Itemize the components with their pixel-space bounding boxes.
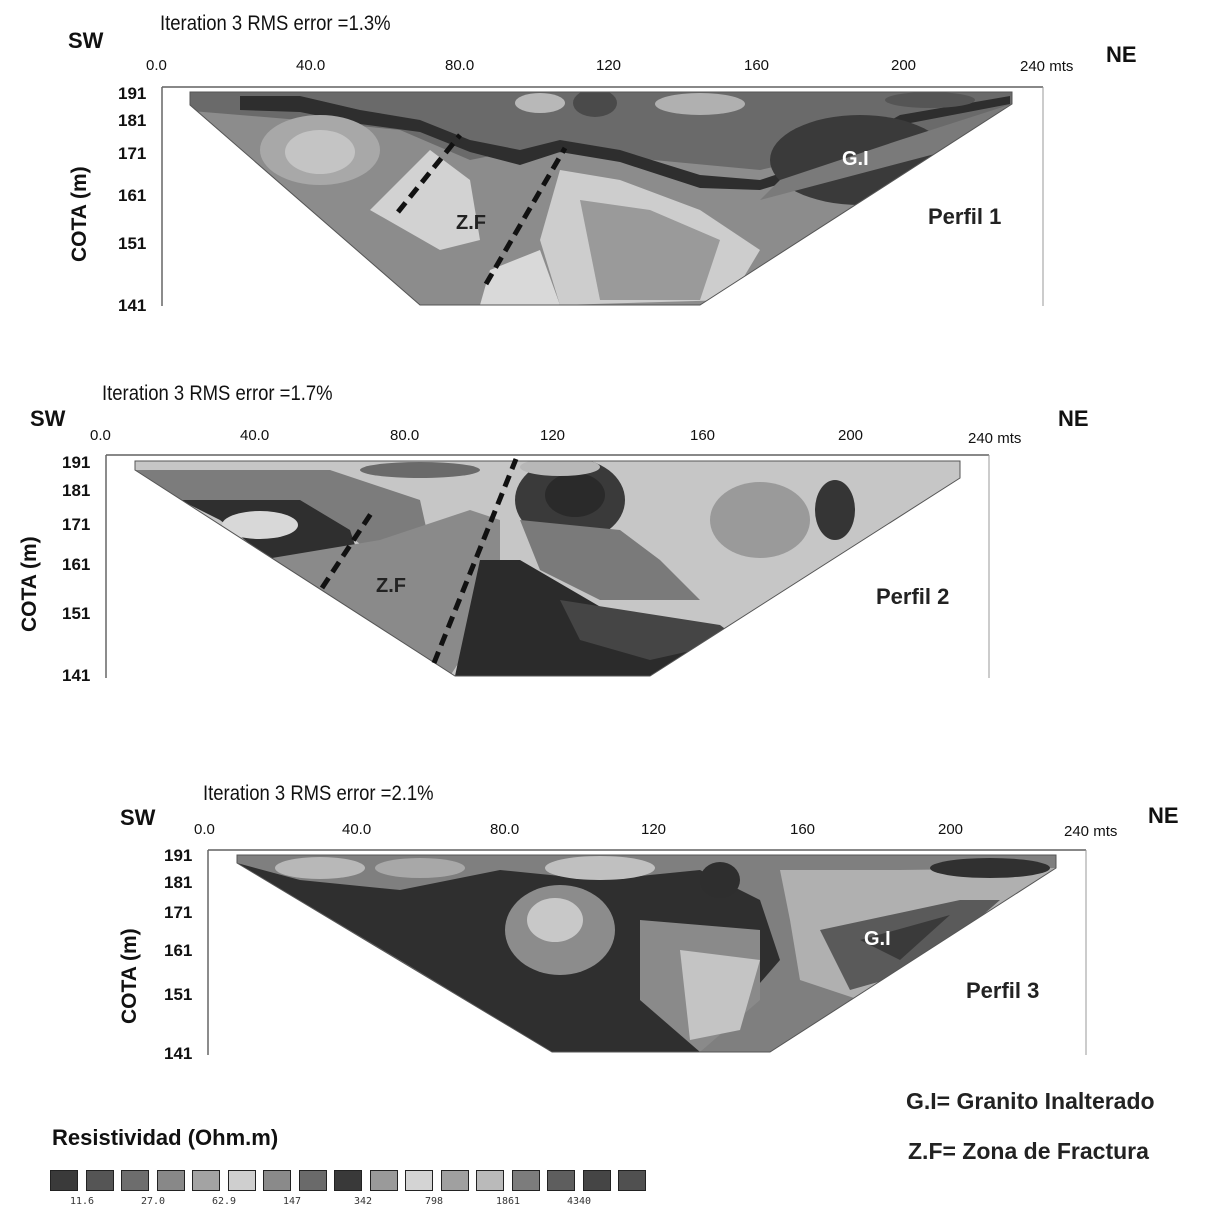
x-tick: 120 xyxy=(596,57,622,74)
legend-swatch xyxy=(369,1170,398,1191)
y-tick: 141 xyxy=(62,666,91,685)
x-tick: 160 xyxy=(790,821,816,838)
perfil-1-section xyxy=(190,92,1012,305)
legend-swatch xyxy=(156,1170,185,1191)
y-tick: 141 xyxy=(118,296,147,315)
iteration-label: Iteration 3 RMS error =1.7% xyxy=(102,382,333,405)
x-tick: 160 xyxy=(690,427,716,444)
x-tick: 80.0 xyxy=(445,57,475,74)
y-axis-label: COTA (m) xyxy=(18,536,41,632)
x-tick: 240 mts xyxy=(1064,823,1118,840)
profile-name: Perfil 3 xyxy=(966,978,1040,1003)
y-tick: 161 xyxy=(164,941,193,960)
y-tick: 181 xyxy=(118,111,147,130)
legend-swatch xyxy=(227,1170,256,1191)
sw-label: SW xyxy=(30,406,66,431)
y-tick: 181 xyxy=(62,481,91,500)
legend-swatch xyxy=(405,1170,433,1191)
x-tick: 80.0 xyxy=(390,427,420,444)
x-tick: 120 xyxy=(641,821,667,838)
ne-label: NE xyxy=(1058,406,1089,431)
sw-label: SW xyxy=(68,28,104,53)
legend-value: 11.6 xyxy=(70,1196,95,1207)
zone-zf-label: Z.F xyxy=(376,575,406,597)
zone-zf-label: Z.F xyxy=(456,212,486,234)
y-tick: 161 xyxy=(62,555,91,574)
x-tick: 40.0 xyxy=(296,57,326,74)
profile-name: Perfil 2 xyxy=(876,584,950,609)
x-tick: 120 xyxy=(540,427,566,444)
legend-value: 342 xyxy=(354,1196,373,1207)
x-tick: 0.0 xyxy=(90,427,111,444)
iteration-label: Iteration 3 RMS error =2.1% xyxy=(203,782,434,805)
y-axis-label: COTA (m) xyxy=(68,166,91,262)
x-tick: 40.0 xyxy=(342,821,372,838)
x-tick: 240 mts xyxy=(1020,58,1074,75)
legend-value: 4340 xyxy=(567,1196,592,1207)
legend-swatch xyxy=(476,1170,504,1191)
x-tick: 240 mts xyxy=(968,430,1022,447)
y-axis-label: COTA (m) xyxy=(118,928,141,1024)
fault-line xyxy=(319,510,375,590)
legend-swatch xyxy=(582,1170,611,1191)
legend-swatch xyxy=(298,1170,327,1191)
y-tick: 151 xyxy=(62,604,91,623)
perfil-3-section xyxy=(237,855,1056,1052)
x-tick: 200 xyxy=(891,57,917,74)
y-tick: 151 xyxy=(118,234,147,253)
legend-swatch xyxy=(85,1170,114,1191)
y-tick: 181 xyxy=(164,873,193,892)
legend-value: 798 xyxy=(425,1196,444,1207)
legend-title: Resistividad (Ohm.m) xyxy=(52,1125,279,1150)
note-fractura: Z.F= Zona de Fractura xyxy=(908,1138,1149,1164)
x-tick: 0.0 xyxy=(146,57,167,74)
x-tick: 80.0 xyxy=(490,821,520,838)
y-tick: 191 xyxy=(118,84,147,103)
legend-swatch xyxy=(511,1170,540,1191)
ne-label: NE xyxy=(1148,803,1179,828)
zone-gi-label: G.I xyxy=(842,148,869,170)
y-tick: 191 xyxy=(164,846,193,865)
legend-swatch xyxy=(547,1170,575,1191)
legend-value: 27.0 xyxy=(141,1196,166,1207)
x-tick: 40.0 xyxy=(240,427,270,444)
legend-swatch xyxy=(192,1170,220,1191)
sw-label: SW xyxy=(120,805,156,830)
legend-value: 1861 xyxy=(496,1196,521,1207)
legend-swatch xyxy=(121,1170,149,1191)
y-tick: 171 xyxy=(164,903,193,922)
x-tick: 200 xyxy=(838,427,864,444)
zone-gi-label: G.I xyxy=(864,928,891,950)
y-tick: 151 xyxy=(164,985,193,1004)
legend-swatch xyxy=(440,1170,469,1191)
legend-value: 62.9 xyxy=(212,1196,237,1207)
legend-value: 147 xyxy=(283,1196,302,1207)
y-tick: 161 xyxy=(118,186,147,205)
y-tick: 191 xyxy=(62,453,91,472)
ne-label: NE xyxy=(1106,42,1137,67)
legend-swatch xyxy=(263,1170,291,1191)
x-tick: 160 xyxy=(744,57,770,74)
iteration-label: Iteration 3 RMS error =1.3% xyxy=(160,12,391,35)
fault-line xyxy=(483,146,568,286)
y-tick: 141 xyxy=(164,1044,193,1063)
legend-swatch xyxy=(618,1170,646,1191)
y-tick: 171 xyxy=(62,515,91,534)
fault-line xyxy=(396,133,462,214)
legend-swatch xyxy=(50,1170,78,1191)
x-tick: 0.0 xyxy=(194,821,215,838)
x-tick: 200 xyxy=(938,821,964,838)
perfil-2-section xyxy=(135,461,960,676)
profile-name: Perfil 1 xyxy=(928,204,1002,229)
legend-swatch xyxy=(334,1170,362,1191)
note-granito: G.I= Granito Inalterado xyxy=(906,1088,1155,1114)
y-tick: 171 xyxy=(118,144,147,163)
